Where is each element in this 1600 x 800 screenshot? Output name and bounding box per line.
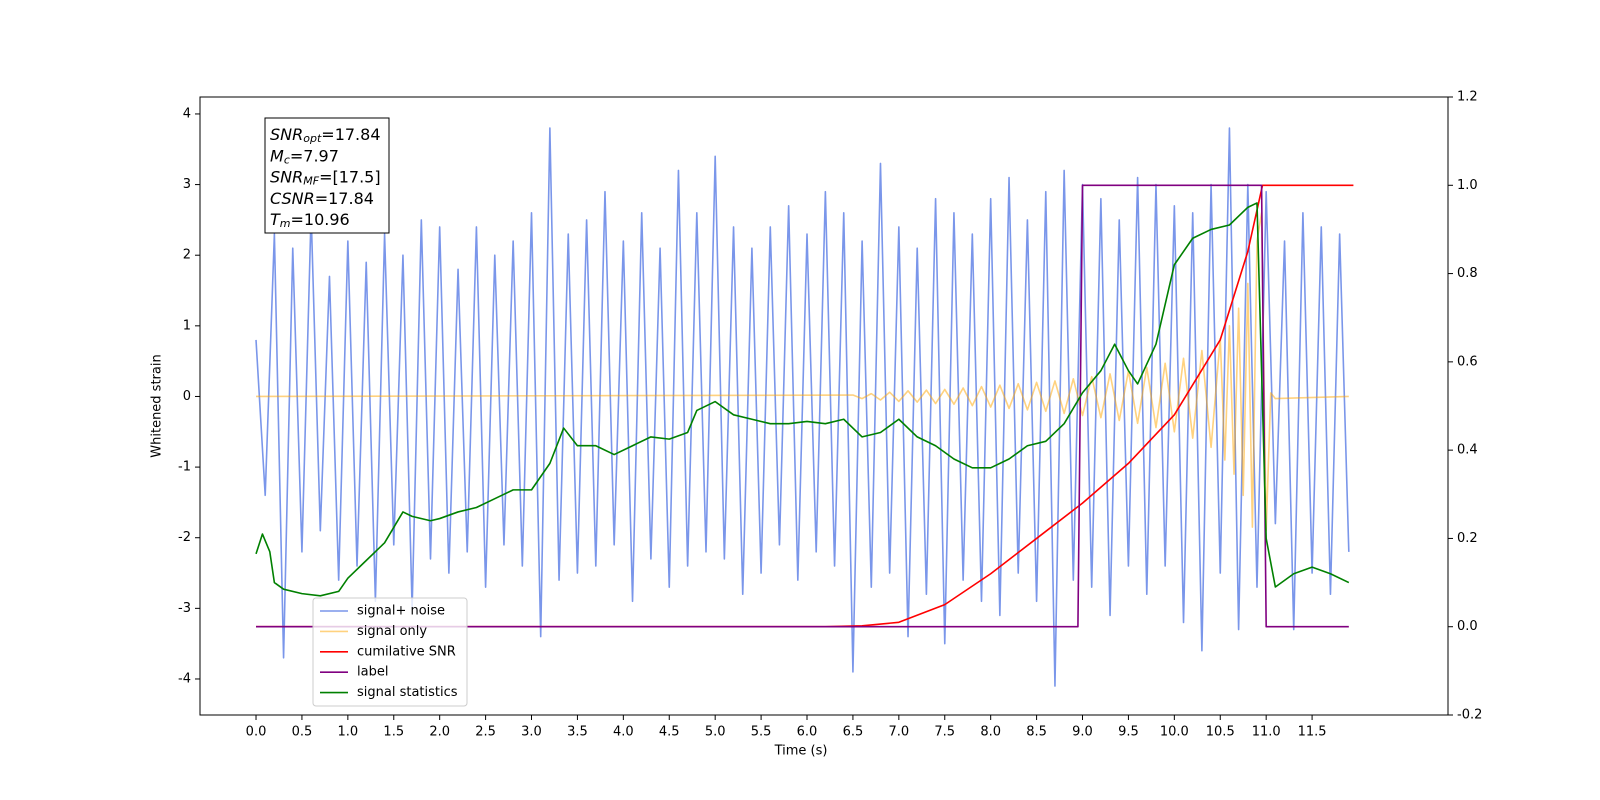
annotation: Tm=10.96 xyxy=(270,210,350,231)
series-line xyxy=(256,184,1354,628)
y-tick-label: 1 xyxy=(183,318,191,333)
annotation: Mc=7.97 xyxy=(270,146,339,167)
y2-tick-label: 1.2 xyxy=(1457,90,1478,105)
x-tick-label: 8.0 xyxy=(980,725,1001,740)
annotation: SNRopt=17.84 xyxy=(270,125,381,146)
x-tick-label: 11.5 xyxy=(1298,725,1327,740)
x-tick-label: 4.5 xyxy=(659,725,680,740)
y-tick-label: 3 xyxy=(183,177,191,192)
x-tick-label: 1.0 xyxy=(338,725,359,740)
series-line xyxy=(255,127,1350,687)
y-tick-label: -1 xyxy=(178,460,191,475)
x-tick-label: 10.0 xyxy=(1160,725,1189,740)
x-tick-label: 11.0 xyxy=(1252,725,1281,740)
x-tick-label: 7.5 xyxy=(934,725,955,740)
y-tick-label: -2 xyxy=(178,530,191,545)
x-tick-label: 7.0 xyxy=(888,725,909,740)
legend-box xyxy=(312,597,468,707)
x-tick-label: 2.0 xyxy=(429,725,450,740)
annotation-box xyxy=(264,117,390,234)
annotation-sub: opt xyxy=(303,132,322,145)
series-line xyxy=(256,212,1349,532)
series-line xyxy=(255,202,1350,597)
y2-tick-label: 0.4 xyxy=(1457,443,1478,458)
x-tick-label: 9.0 xyxy=(1072,725,1093,740)
y2-tick-label: 0.0 xyxy=(1457,619,1478,634)
x-tick-label: 5.0 xyxy=(705,725,726,740)
y-axis-label: Whitened strain xyxy=(150,354,165,457)
y2-tick-label: 0.8 xyxy=(1457,266,1478,281)
y2-tick-label: 1.0 xyxy=(1457,178,1478,193)
y2-tick-label: 0.6 xyxy=(1457,354,1478,369)
annotation-text: =17.84 xyxy=(321,125,380,144)
y2-tick-label: -0.2 xyxy=(1457,708,1482,723)
annotation-base: SNR xyxy=(270,167,303,186)
x-tick-label: 2.5 xyxy=(475,725,496,740)
x-tick-label: 1.5 xyxy=(383,725,404,740)
x-axis-label: Time (s) xyxy=(774,744,828,759)
legend-label: signal only xyxy=(357,624,427,639)
annotation-sub: m xyxy=(280,217,291,230)
y-tick-label: -4 xyxy=(178,671,191,686)
y-tick-label: 2 xyxy=(183,248,191,263)
x-tick-label: 3.0 xyxy=(521,725,542,740)
legend-label: signal statistics xyxy=(357,685,458,700)
annotation-base: SNR xyxy=(270,125,303,144)
x-tick-label: 4.0 xyxy=(613,725,634,740)
y-tick-label: -3 xyxy=(178,601,191,616)
annotation-text: =17.84 xyxy=(315,188,374,207)
x-tick-label: 0.5 xyxy=(292,725,313,740)
annotation-base: T xyxy=(270,210,281,229)
y2-tick-label: 0.2 xyxy=(1457,531,1478,546)
annotation-text: =7.97 xyxy=(290,146,339,165)
x-tick-label: 0.0 xyxy=(246,725,267,740)
annotation: SNRMF=[17.5] xyxy=(270,167,381,188)
annotation-base: CSNR xyxy=(270,188,315,207)
annotation-text: =[17.5] xyxy=(319,167,381,186)
series-line xyxy=(256,184,1349,628)
x-tick-label: 6.5 xyxy=(843,725,864,740)
x-tick-label: 8.5 xyxy=(1026,725,1047,740)
x-tick-label: 10.5 xyxy=(1206,725,1235,740)
y-tick-label: 4 xyxy=(183,106,191,121)
annotation-text: =10.96 xyxy=(291,210,350,229)
x-tick-label: 5.5 xyxy=(751,725,772,740)
annotation-base: M xyxy=(270,146,284,165)
annotation: CSNR=17.84 xyxy=(270,188,374,207)
legend-label: cumilative SNR xyxy=(357,644,456,659)
plot-frame xyxy=(199,96,1449,716)
annotation-sub: MF xyxy=(303,175,319,188)
y-tick-label: 0 xyxy=(183,389,191,404)
annotation-sub: c xyxy=(284,153,290,166)
x-tick-label: 6.0 xyxy=(797,725,818,740)
x-tick-label: 3.5 xyxy=(567,725,588,740)
legend-label: signal+ noise xyxy=(357,604,445,619)
legend-label: label xyxy=(357,665,388,680)
x-tick-label: 9.5 xyxy=(1118,725,1139,740)
